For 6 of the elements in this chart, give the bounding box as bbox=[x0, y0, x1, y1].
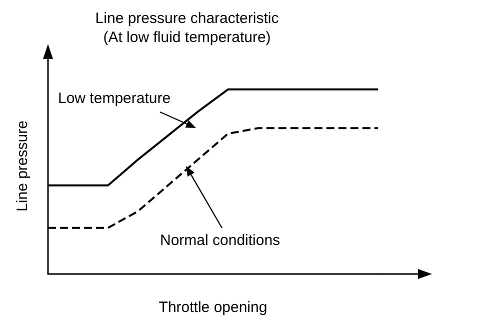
chart-title: Line pressure characteristic bbox=[95, 10, 280, 27]
series-label: Low temperature bbox=[58, 90, 171, 107]
y-axis-title: Line pressure bbox=[14, 120, 31, 212]
x-axis-title: Throttle opening bbox=[158, 299, 268, 316]
chart-subtitle: (At low fluid temperature) bbox=[103, 29, 271, 46]
text: Normal conditions bbox=[160, 232, 280, 249]
